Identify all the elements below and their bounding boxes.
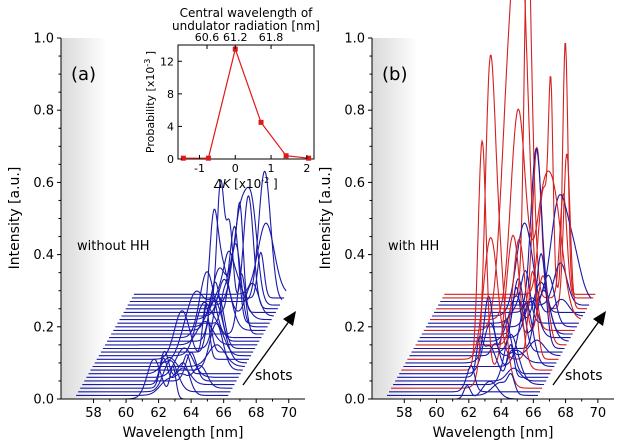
panel-b-y-tick-label: 0.8: [344, 104, 365, 119]
panel-b-shot-trace: [430, 109, 581, 319]
panel-b-shots-label: shots: [565, 368, 603, 384]
panel-b-y-ticks: 0.0 0.2 0.4 0.6 0.8 1.0: [344, 32, 372, 408]
inset-x-label-exp: -2: [261, 176, 269, 185]
panel-b-shot-trace: [424, 0, 575, 330]
inset-x-label-close: ]: [269, 177, 278, 191]
panel-b-x-tick-label: 60: [428, 406, 445, 421]
inset-title-line2: undulator radiation [nm]: [172, 19, 320, 33]
panel-a-label: (a): [71, 64, 96, 85]
panel-a-x-tick-label: 68: [248, 406, 265, 421]
panel-a-x-tick-label: 64: [183, 406, 200, 421]
panel-b-shade: [372, 38, 418, 399]
inset-y-tick-label: 4: [167, 120, 174, 133]
panel-b-y-tick-label: 0.0: [344, 393, 365, 408]
inset-x-tick-label: 2: [303, 162, 310, 175]
panel-a-x-tick-label: 60: [118, 406, 135, 421]
inset-x-tick-label: 0: [232, 162, 239, 175]
inset-x-tick-label: -1: [194, 162, 205, 175]
inset-y-label: Probability [x10-3 ]: [143, 51, 157, 153]
panel-a-x-label: Wavelength [nm]: [123, 425, 244, 441]
panel-b-shots-arrowhead: [593, 311, 606, 326]
inset-y-tick-label: 0: [167, 153, 174, 166]
panel-a-y-tick-label: 0.0: [33, 393, 54, 408]
inset-data-point: [181, 156, 186, 161]
panel-b-x-tick-label: 66: [525, 406, 542, 421]
panel-a-shots-arrowhead: [283, 311, 296, 326]
inset-data-point: [206, 156, 211, 161]
panel-b-shot-trace: [401, 141, 552, 370]
panel-a-shots-label: shots: [255, 368, 293, 384]
panel-b-label: (b): [382, 64, 407, 85]
panel-b-x-tick-label: 64: [493, 406, 510, 421]
panel-a-y-tick-label: 0.6: [33, 176, 54, 191]
inset-y-tick-label: 12: [160, 55, 174, 68]
panel-a-x-tick-label: 66: [215, 406, 232, 421]
panel-a-shot-trace: [97, 305, 249, 359]
panel-b-x-tick-label: 68: [557, 406, 574, 421]
inset-y-label-exp: -3: [143, 59, 152, 67]
panel-b-annotation: with HH: [388, 239, 439, 254]
inset-y-tick-label: 8: [167, 88, 174, 101]
panel-a-y-tick-label: 0.2: [33, 320, 54, 335]
panel-a-x-tick-label: 70: [280, 406, 297, 421]
panel-a-y-ticks: 0.0 0.2 0.4 0.6 0.8 1.0: [33, 32, 61, 408]
panel-b-y-tick-label: 0.6: [344, 176, 365, 191]
panel-a-shot-trace: [134, 223, 286, 294]
panel-b-chart: 58 60 62 64 66 68 70 0.0 0.2 0.4 0.6 0.8 1.0 (b) wi…: [318, 0, 614, 441]
inset-x-label-delta-k: ΔK: [213, 177, 231, 191]
panel-b-y-tick-label: 0.2: [344, 320, 365, 335]
panel-b-y-tick-label: 0.4: [344, 248, 365, 263]
inset-y-label-close: ]: [144, 51, 157, 59]
panel-a-y-tick-label: 0.4: [33, 248, 54, 263]
panel-a-annotation: without HH: [77, 239, 150, 254]
panel-a-x-ticks: 58 60 62 64 66 68 70: [85, 399, 297, 421]
inset-title-line1: Central wavelength of: [180, 6, 314, 20]
inset-frame: [178, 45, 314, 159]
panel-b-x-tick-label: 70: [590, 406, 607, 421]
panel-a-y-tick-label: 0.8: [33, 104, 54, 119]
inset-data-point: [259, 120, 264, 125]
panel-a-x-tick-label: 62: [150, 406, 167, 421]
panel-a-shot-trace: [115, 244, 267, 327]
panel-a-y-tick-label: 1.0: [33, 32, 54, 47]
panel-b-x-ticks: 58 60 62 64 66 68 70: [396, 399, 606, 421]
panel-b-x-tick-label: 62: [461, 406, 478, 421]
panel-b-y-tick-label: 1.0: [344, 32, 365, 47]
inset-x-tick-label: 1: [268, 162, 275, 175]
panel-b-x-tick-label: 58: [396, 406, 413, 421]
panel-b-y-label: Intensity [a.u.]: [318, 167, 334, 270]
inset-data-point: [284, 153, 289, 158]
panel-b-x-label: Wavelength [nm]: [433, 425, 554, 441]
inset-x-label-unit: [x10: [230, 177, 261, 191]
panel-a-y-label: Intensity [a.u.]: [7, 167, 23, 270]
panel-a-x-tick-label: 58: [85, 406, 102, 421]
panel-b-shot-trace: [444, 44, 595, 295]
panel-a-shade: [61, 38, 107, 399]
inset-y-label-main: Probability [x10: [144, 67, 157, 153]
